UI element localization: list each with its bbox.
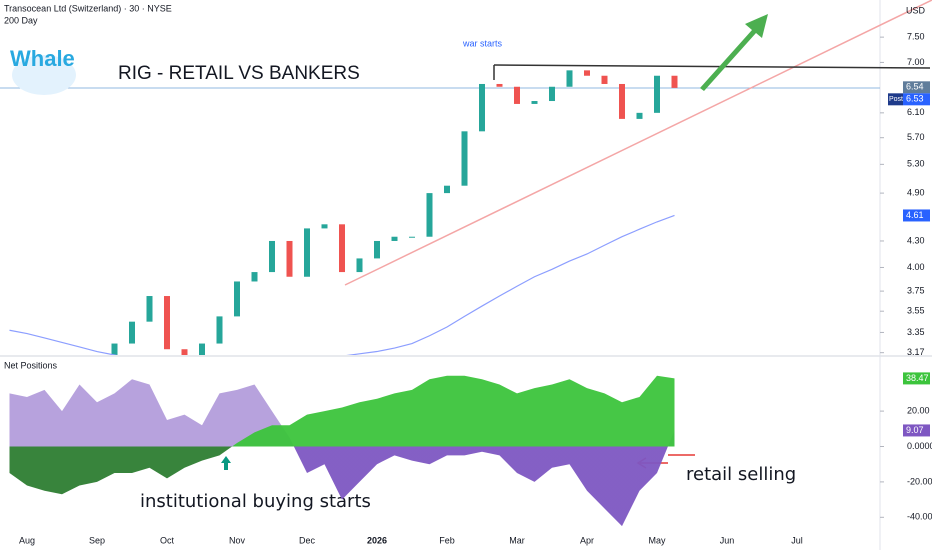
y-tick-label: 20.00 (907, 405, 930, 415)
currency: USD (906, 5, 926, 15)
trend-line (344, 0, 932, 286)
candle (671, 75, 678, 88)
candle (164, 296, 170, 350)
x-tick-label: Aug (19, 535, 35, 545)
net-positions-pane (9, 375, 675, 527)
candle (321, 224, 328, 229)
price-badge-label: 4.61 (906, 210, 924, 220)
candle (391, 236, 398, 241)
price-badge (903, 81, 930, 94)
x-tick-label: Nov (229, 535, 246, 545)
candle (654, 75, 660, 113)
logo-text: Whale (10, 46, 75, 71)
candle (619, 83, 625, 119)
chart-title: RIG - RETAIL VS BANKERS (118, 63, 360, 84)
y-tick-label: 7.50 (907, 32, 925, 42)
legend-entry: 200 Day (4, 15, 38, 25)
candle (496, 83, 503, 87)
candle (444, 185, 450, 194)
candle (339, 224, 345, 273)
candle (566, 70, 573, 87)
x-tick-label: Jul (791, 535, 803, 545)
y-tick-label: -40.00 (907, 512, 932, 522)
logo-shape (12, 55, 76, 95)
symbol: Transocean Ltd (Switzerland) · 30 · NYSE (4, 3, 172, 13)
x-tick-label: Dec (299, 535, 316, 545)
candle (531, 101, 538, 104)
price-badge (903, 93, 930, 106)
y-tick-label: 3.17 (907, 347, 925, 357)
y-tick-label: 3.55 (907, 306, 925, 316)
buy-arrow (221, 456, 231, 470)
net-position-area (9, 375, 675, 495)
candle (549, 86, 555, 102)
net-position-area (9, 379, 675, 527)
y-tick-label: 4.90 (907, 187, 925, 197)
y-tick-label: 3.35 (907, 327, 925, 337)
price-badge (903, 209, 930, 222)
y-tick-label: 0.0000 (907, 441, 932, 451)
price-badge-label: 6.54 (906, 82, 924, 92)
candle (146, 296, 153, 322)
up-arrow (700, 14, 768, 91)
candle (409, 236, 415, 238)
candle (251, 272, 258, 282)
annotation: institutional buying starts (140, 491, 371, 512)
badge-tag-label: Post (889, 96, 903, 103)
y-tick-label: 4.30 (907, 235, 925, 245)
candle (601, 75, 608, 84)
price-badge (903, 372, 930, 385)
y-tick-label: -20.00 (907, 476, 932, 486)
candle (181, 349, 188, 355)
resistance-line (493, 64, 931, 69)
annotation: war starts (462, 38, 503, 48)
pane-title: Net Positions (4, 360, 58, 370)
y-tick-label: 7.00 (907, 57, 925, 67)
y-tick-label: 3.75 (907, 285, 925, 295)
candle (129, 321, 135, 344)
x-tick-label: Apr (580, 535, 594, 545)
x-tick-label: 2026 (367, 535, 387, 545)
price-pane (9, 70, 678, 355)
ma-line (9, 214, 675, 355)
logo: Whale (10, 46, 76, 95)
x-tick-label: Sep (89, 535, 105, 545)
x-tick-label: Feb (439, 535, 455, 545)
candle (479, 83, 485, 132)
candle (234, 281, 240, 317)
y-tick-label: 5.30 (907, 159, 925, 169)
price-badge-label: 38.47 (906, 373, 929, 383)
y-tick-label: 5.70 (907, 132, 925, 142)
candle (356, 258, 363, 273)
x-tick-label: Jun (720, 535, 735, 545)
candle (584, 70, 590, 76)
price-badge-label: 9.07 (906, 425, 924, 435)
candle (269, 240, 275, 273)
candle (111, 343, 118, 355)
x-tick-label: Mar (509, 535, 525, 545)
x-tick-label: May (648, 535, 666, 545)
candle (374, 240, 380, 259)
annotation: retail selling (686, 464, 796, 485)
candle (304, 228, 310, 277)
candle (286, 240, 293, 277)
badge-tag (888, 93, 903, 106)
candle (199, 343, 205, 355)
candle (426, 193, 433, 237)
candle (216, 316, 223, 344)
candle (461, 131, 468, 186)
candle (636, 112, 643, 119)
y-tick-label: 6.10 (907, 107, 925, 117)
x-tick-label: Oct (160, 535, 175, 545)
price-badge-label: 6.53 (906, 94, 924, 104)
y-tick-label: 4.00 (907, 262, 925, 272)
price-badge (903, 424, 930, 437)
candle (514, 86, 520, 104)
